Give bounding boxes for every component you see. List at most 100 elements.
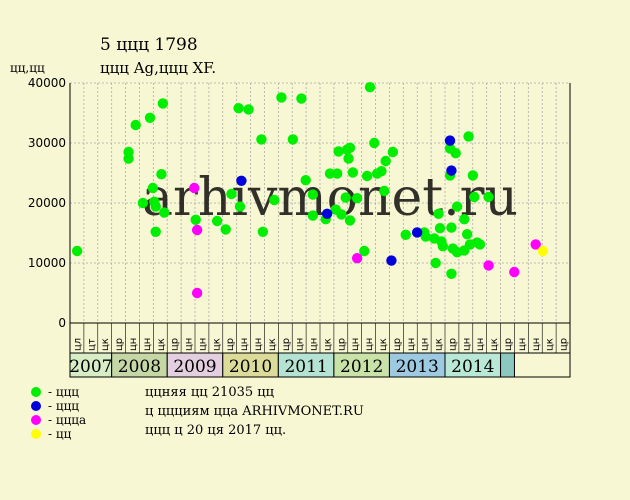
data-point — [243, 104, 254, 115]
notes: ццняя цц 21035 цц ц ццциям цца ARHIVMONET… — [145, 385, 364, 438]
note-line: ццц ц 20 ця 2017 цц. — [145, 423, 286, 438]
month-label: цр — [114, 338, 125, 351]
month-label: цн — [406, 338, 417, 351]
data-point — [296, 93, 307, 104]
data-point — [236, 175, 247, 186]
legend-label: - ццц — [48, 385, 79, 399]
year-label: 2008 — [118, 357, 161, 377]
year-band — [333, 352, 390, 378]
data-point — [331, 168, 343, 179]
legend-label: - цц — [48, 427, 72, 441]
month-label: цн — [184, 338, 195, 351]
year-label: 2012 — [340, 357, 383, 377]
data-point — [220, 224, 231, 235]
month-label: цн — [364, 338, 375, 351]
month-label: цк — [267, 338, 278, 351]
year-bands: 2007 2008 2009 2010 2011 2012 2013 2014 — [69, 352, 571, 378]
data-point — [364, 82, 376, 93]
month-labels: цл цт цк цр цн цн цк цр цн цн цк цр цн цн цк цр цн цн цк цр… — [69, 323, 571, 353]
legend-marker — [31, 401, 41, 411]
data-point — [483, 191, 494, 203]
month-label: цн — [142, 338, 153, 351]
month-label: цр — [281, 338, 292, 351]
month-label: цн — [128, 338, 139, 351]
y-tick-label: 40000 — [28, 76, 66, 90]
year-label: 2013 — [396, 357, 439, 377]
data-point — [189, 182, 200, 194]
data-point — [400, 229, 411, 240]
data-point — [420, 231, 431, 242]
month-label: цк — [545, 338, 556, 351]
month-label: цн — [420, 338, 431, 351]
note-line: ц ццциям цца ARHIVMONET.RU — [145, 404, 364, 419]
data-point — [226, 188, 237, 200]
data-point — [123, 153, 134, 164]
legend-marker — [31, 415, 41, 425]
month-label: цр — [225, 338, 236, 351]
data-point — [344, 215, 356, 226]
data-point — [257, 226, 269, 237]
data-point — [430, 257, 441, 269]
data-point — [150, 226, 161, 237]
year-bands-border — [69, 352, 571, 378]
data-point — [256, 134, 267, 145]
month-label: цр — [392, 338, 403, 351]
data-point — [307, 189, 319, 200]
chart-subtitle: ццц Ag,ццц XF. — [100, 59, 216, 77]
data-point — [137, 197, 149, 209]
data-point — [157, 98, 169, 109]
month-label: цк — [211, 338, 222, 351]
legend-label: - ццц — [48, 399, 79, 413]
year-label: 2009 — [173, 357, 216, 377]
data-point — [190, 214, 201, 225]
month-label: цн — [253, 338, 264, 351]
data-point — [379, 185, 390, 197]
month-label: цр — [559, 338, 570, 351]
data-point — [444, 135, 456, 146]
data-point — [386, 255, 397, 266]
y-tick-label: 30000 — [28, 136, 66, 150]
data-point — [451, 201, 463, 212]
data-point — [433, 208, 444, 219]
year-band — [500, 352, 515, 378]
data-point — [340, 192, 351, 203]
month-label: цн — [475, 338, 486, 351]
data-point — [361, 170, 373, 182]
y-tick-label: 10000 — [28, 256, 66, 270]
y-tick-label: 0 — [58, 316, 66, 330]
month-label: цн — [239, 338, 250, 351]
y-tick-labels: 0 10000 20000 30000 40000 — [28, 76, 66, 330]
data-point — [233, 103, 244, 114]
year-band — [111, 352, 168, 378]
data-point — [336, 209, 347, 220]
year-label: 2010 — [229, 357, 272, 377]
data-point — [437, 241, 449, 252]
year-label: 2011 — [284, 357, 327, 377]
data-point — [463, 131, 474, 142]
data-point — [359, 245, 370, 257]
data-point — [344, 142, 356, 153]
data-point — [469, 191, 480, 203]
data-point — [343, 153, 354, 164]
month-label: цн — [350, 338, 361, 351]
y-tick-label: 20000 — [28, 196, 66, 210]
data-point — [307, 210, 319, 221]
data-point — [150, 201, 161, 212]
month-label: цн — [295, 338, 306, 351]
data-point — [434, 223, 446, 234]
month-label: цр — [336, 338, 347, 351]
data-point — [234, 201, 246, 212]
data-point — [211, 215, 223, 227]
data-point — [467, 170, 479, 181]
data-point — [324, 168, 336, 179]
month-label: цн — [461, 338, 472, 351]
year-band — [166, 352, 224, 378]
data-points — [71, 82, 549, 299]
data-point — [537, 245, 549, 257]
data-point — [191, 224, 203, 236]
data-point — [461, 229, 473, 240]
data-point — [369, 137, 380, 149]
data-point — [321, 208, 333, 219]
legend-label: - цццa — [48, 413, 86, 427]
